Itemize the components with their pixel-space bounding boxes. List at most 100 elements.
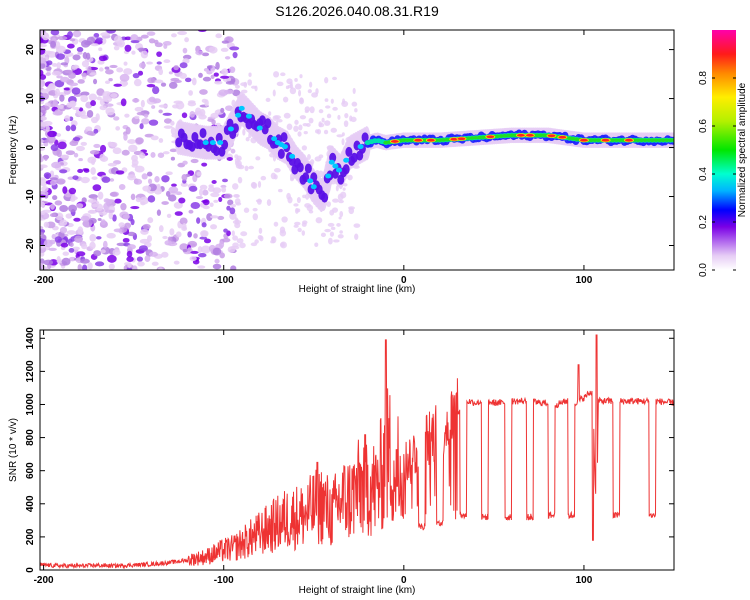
spectrogram-noise-blob bbox=[116, 67, 124, 73]
spectrogram-noise-blob bbox=[188, 209, 194, 214]
spectrogram-noise-blob bbox=[348, 206, 355, 210]
spectrogram-noise-blob bbox=[40, 197, 43, 203]
spectrogram-noise-blob bbox=[43, 50, 53, 55]
spectrogram-noise-blob bbox=[100, 32, 110, 37]
spectrogram-noise-blob bbox=[55, 41, 61, 50]
spectrogram-noise-blob bbox=[87, 66, 92, 74]
spectrogram-noise-blob bbox=[112, 249, 121, 256]
spectrogram-noise-blob bbox=[209, 202, 214, 207]
spectrogram-noise-blob bbox=[189, 110, 196, 118]
spectrogram-noise-blob bbox=[179, 72, 187, 79]
spectrogram-noise-blob bbox=[198, 114, 207, 120]
spectrogram-noise-blob bbox=[51, 161, 62, 169]
spectrogram-noise-blob bbox=[219, 252, 225, 259]
spectrogram-noise-blob bbox=[85, 126, 93, 133]
spectrogram-noise-blob bbox=[173, 65, 179, 71]
spectrogram-noise-blob bbox=[81, 40, 91, 48]
spectrogram-ridge-blob bbox=[296, 162, 304, 173]
spectrogram-noise-blob bbox=[344, 113, 349, 119]
spectrogram-noise-blob bbox=[215, 61, 220, 70]
spectrogram-noise-blob bbox=[240, 82, 248, 87]
spectrogram-noise-blob bbox=[93, 143, 101, 149]
spectrogram-noise-blob bbox=[162, 235, 168, 240]
spectrogram-noise-blob bbox=[123, 61, 128, 66]
spectrogram-marks bbox=[40, 30, 674, 270]
spectrogram-noise-blob bbox=[59, 226, 68, 234]
spectrogram-noise-blob bbox=[206, 213, 213, 221]
spectrogram-noise-blob bbox=[80, 114, 89, 119]
spectrogram-noise-blob bbox=[221, 68, 229, 76]
spectrogram-noise-blob bbox=[77, 226, 84, 235]
spectrogram-noise-blob bbox=[81, 243, 88, 250]
spectrogram-noise-blob bbox=[231, 230, 235, 237]
spectrogram-noise-blob bbox=[114, 198, 122, 204]
spectrogram-noise-blob bbox=[140, 228, 149, 235]
spectrogram-noise-blob bbox=[229, 46, 240, 51]
spectrogram-noise-blob bbox=[107, 162, 117, 167]
spectrogram-noise-blob bbox=[198, 72, 203, 78]
spectrogram-noise-blob bbox=[308, 117, 314, 124]
spectrogram-noise-blob bbox=[40, 44, 47, 48]
spectrogram-noise-blob bbox=[181, 173, 188, 181]
spectrogram-noise-blob bbox=[298, 124, 303, 131]
spectrogram-noise-blob bbox=[199, 89, 208, 95]
spectrogram-core-blob bbox=[502, 133, 508, 138]
spectrogram-x-tick-label: 0 bbox=[401, 275, 407, 286]
spectrogram-noise-blob bbox=[147, 195, 156, 203]
spectrogram-noise-blob bbox=[218, 240, 225, 248]
spectrogram-noise-blob bbox=[299, 97, 304, 103]
spectrogram-noise-blob bbox=[338, 216, 342, 220]
spectrogram-noise-blob bbox=[173, 100, 183, 105]
spectrogram-noise-blob bbox=[197, 30, 207, 33]
spectrogram-noise-blob bbox=[230, 265, 237, 270]
spectrogram-noise-blob bbox=[64, 56, 70, 65]
spectrogram-noise-blob bbox=[136, 111, 145, 116]
spectrogram-noise-blob bbox=[126, 267, 133, 270]
spectrogram-noise-blob bbox=[324, 98, 329, 102]
spectrogram-noise-blob bbox=[211, 180, 217, 184]
snr-x-tick-label: -100 bbox=[214, 575, 234, 586]
spectrogram-noise-blob bbox=[40, 111, 43, 117]
spectrogram-noise-blob bbox=[100, 219, 106, 226]
spectrogram-noise-blob bbox=[110, 142, 118, 148]
spectrogram-noise-blob bbox=[347, 174, 353, 181]
spectrogram-noise-blob bbox=[49, 213, 56, 218]
spectrogram-noise-blob bbox=[95, 113, 100, 121]
spectrogram-noise-blob bbox=[201, 98, 208, 103]
spectrogram-noise-blob bbox=[126, 256, 134, 263]
spectrogram-noise-blob bbox=[198, 253, 207, 258]
spectrogram-ridge-blob bbox=[175, 137, 183, 148]
spectrogram-noise-blob bbox=[130, 205, 140, 210]
spectrogram-core-blob bbox=[494, 134, 500, 139]
spectrogram-noise-blob bbox=[124, 44, 132, 52]
spectrogram-noise-blob bbox=[199, 236, 208, 240]
spectrogram-noise-blob bbox=[81, 72, 88, 77]
spectrogram-noise-blob bbox=[195, 107, 202, 115]
spectrogram-noise-blob bbox=[309, 159, 315, 165]
spectrogram-noise-blob bbox=[210, 192, 220, 198]
spectrogram-noise-blob bbox=[173, 201, 183, 209]
spectrogram-noise-blob bbox=[139, 123, 144, 130]
spectrogram-noise-blob bbox=[109, 192, 118, 197]
spectrogram-noise-blob bbox=[332, 106, 338, 111]
spectrogram-noise-blob bbox=[45, 72, 51, 76]
snr-x-tick-label: -200 bbox=[34, 575, 54, 586]
spectrogram-noise-blob bbox=[118, 184, 126, 191]
spectrogram-frame bbox=[39, 29, 675, 271]
spectrogram-peak-blob bbox=[450, 137, 459, 141]
spectrogram-noise-blob bbox=[163, 125, 173, 129]
spectrogram-noise-blob bbox=[341, 138, 345, 146]
spectrogram-noise-blob bbox=[171, 33, 177, 38]
spectrogram-noise-blob bbox=[220, 47, 229, 52]
spectrogram-noise-blob bbox=[40, 74, 47, 80]
spectrogram-core-blob bbox=[635, 138, 641, 143]
colorbar-tick-label: 0.8 bbox=[698, 71, 709, 85]
spectrogram-noise-blob bbox=[40, 245, 46, 249]
spectrogram-noise-blob bbox=[294, 207, 299, 214]
spectrogram-core-blob bbox=[617, 138, 623, 143]
spectrogram-noise-blob bbox=[180, 182, 188, 187]
spectrogram-ridge-blob bbox=[258, 115, 266, 126]
spectrogram-core-blob bbox=[592, 138, 598, 143]
spectrogram-noise-blob bbox=[170, 127, 176, 135]
